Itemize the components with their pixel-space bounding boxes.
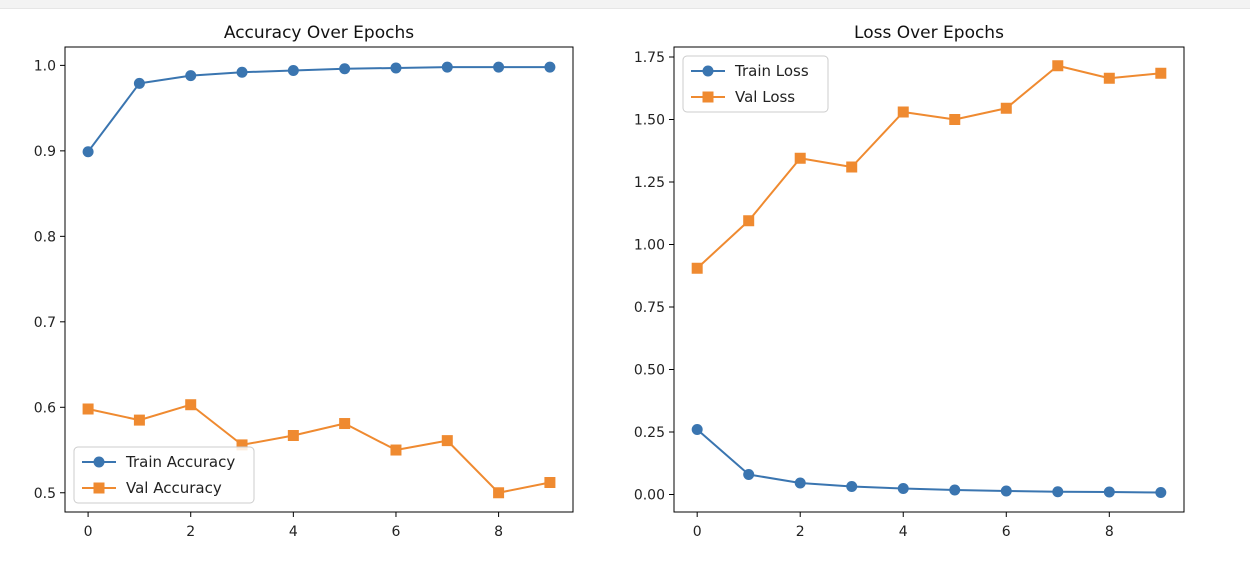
train-loss-point bbox=[1000, 485, 1012, 497]
legend-train-accuracy-marker bbox=[93, 456, 105, 468]
y-tick-label: 0.00 bbox=[634, 488, 665, 504]
train-loss-point bbox=[1155, 487, 1167, 498]
chart-title: Loss Over Epochs bbox=[854, 23, 1004, 43]
x-tick-label: 2 bbox=[186, 524, 195, 540]
legend-val-loss-marker bbox=[702, 91, 714, 103]
train-loss-point bbox=[1103, 486, 1115, 498]
accuracy-chart: Accuracy Over Epochs 0.5 0.6 0.7 0.8 0.9 1.0 0 2… bbox=[34, 23, 574, 540]
val-accuracy-point bbox=[287, 429, 299, 441]
legend-val-accuracy-marker bbox=[93, 482, 105, 494]
val-accuracy-point bbox=[236, 439, 248, 451]
val-loss-point bbox=[949, 114, 961, 125]
legend-train-loss-label: Train Loss bbox=[734, 62, 809, 80]
train-loss-point bbox=[897, 483, 909, 494]
train-accuracy-point bbox=[287, 65, 299, 77]
x-tick-label: 8 bbox=[494, 524, 503, 540]
y-tick-label: 0.9 bbox=[34, 144, 56, 160]
val-loss-point bbox=[1052, 60, 1064, 72]
y-tick-label: 1.75 bbox=[634, 50, 665, 66]
legend-val-accuracy-label: Val Accuracy bbox=[126, 479, 222, 497]
val-accuracy-point bbox=[441, 435, 453, 447]
y-tick-label: 0.75 bbox=[634, 300, 665, 316]
train-accuracy-point bbox=[339, 63, 351, 75]
x-tick-label: 4 bbox=[899, 524, 908, 540]
train-accuracy-point bbox=[441, 61, 453, 73]
x-tick-label: 0 bbox=[84, 524, 93, 540]
y-tick-label: 1.0 bbox=[34, 58, 56, 74]
val-loss-point bbox=[794, 152, 806, 164]
val-loss-point bbox=[897, 106, 909, 118]
x-tick-label: 4 bbox=[289, 524, 298, 540]
legend-val-loss-label: Val Loss bbox=[735, 88, 795, 106]
train-accuracy-point bbox=[544, 61, 556, 73]
y-tick-label: 0.25 bbox=[634, 425, 665, 441]
val-loss-point bbox=[1103, 72, 1115, 84]
val-accuracy-point bbox=[544, 477, 556, 489]
x-tick-label: 6 bbox=[1002, 524, 1011, 540]
train-loss-point bbox=[743, 469, 755, 480]
train-accuracy-point bbox=[236, 66, 248, 78]
train-loss-point bbox=[794, 477, 806, 489]
y-tick-label: 0.5 bbox=[34, 486, 56, 502]
legend-train-accuracy-label: Train Accuracy bbox=[125, 453, 235, 471]
val-loss-line bbox=[696, 64, 1161, 269]
train-accuracy-point bbox=[493, 61, 505, 73]
y-tick-label: 1.50 bbox=[634, 113, 665, 129]
val-loss-point bbox=[743, 215, 755, 227]
y-tick-label: 0.8 bbox=[34, 229, 56, 245]
y-tick-label: 0.7 bbox=[34, 315, 56, 331]
val-accuracy-point bbox=[339, 418, 351, 430]
y-tick-label: 1.25 bbox=[634, 175, 665, 191]
train-accuracy-point bbox=[133, 77, 145, 89]
val-loss-point bbox=[691, 262, 703, 274]
x-tick-label: 0 bbox=[693, 524, 702, 540]
legend-box bbox=[73, 446, 255, 504]
train-loss-point bbox=[691, 424, 703, 435]
val-accuracy-point bbox=[390, 444, 402, 456]
train-accuracy-point bbox=[390, 62, 402, 74]
val-accuracy-point bbox=[493, 487, 505, 499]
y-tick-label: 0.6 bbox=[34, 400, 56, 416]
train-loss-point bbox=[846, 481, 858, 492]
val-accuracy-point bbox=[133, 414, 145, 426]
loss-chart: Loss Over Epochs 0.00 0.25 0.50 0.75 1.00 1.25… bbox=[634, 23, 1185, 540]
x-tick-label: 2 bbox=[796, 524, 805, 540]
train-accuracy-point bbox=[82, 146, 94, 158]
chart-title: Accuracy Over Epochs bbox=[224, 23, 414, 43]
train-accuracy-line bbox=[87, 66, 550, 153]
val-loss-point bbox=[846, 161, 858, 173]
val-accuracy-line bbox=[87, 403, 551, 494]
y-tick-label: 1.00 bbox=[634, 238, 665, 254]
plot-frame bbox=[64, 46, 574, 513]
val-accuracy-point bbox=[185, 399, 197, 411]
val-loss-point bbox=[1000, 102, 1012, 114]
x-tick-label: 6 bbox=[392, 524, 401, 540]
val-loss-point bbox=[1155, 67, 1167, 79]
y-tick-label: 0.50 bbox=[634, 363, 665, 379]
train-loss-point bbox=[949, 484, 961, 496]
legend-train-loss-marker bbox=[702, 65, 714, 77]
notebook-output-header-bar bbox=[0, 0, 1250, 9]
train-accuracy-point bbox=[185, 70, 197, 82]
x-tick-label: 8 bbox=[1105, 524, 1114, 540]
plot-frame bbox=[673, 46, 1185, 513]
train-loss-line bbox=[696, 428, 1161, 494]
train-loss-point bbox=[1052, 486, 1064, 498]
val-accuracy-point bbox=[82, 403, 94, 415]
